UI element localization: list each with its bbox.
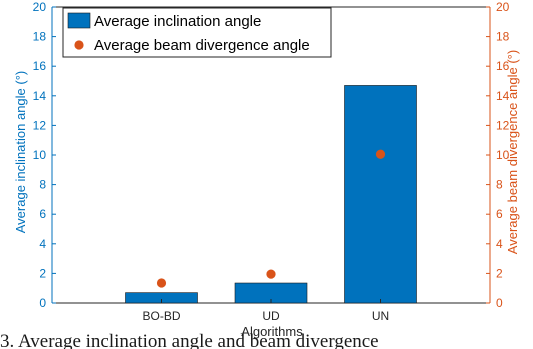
right-axis-label: Average beam divergence angle (°) (505, 50, 520, 254)
left-tick-label: 0 (39, 296, 46, 310)
right-tick-label: 20 (496, 0, 510, 14)
right-tick-label: 4 (496, 237, 503, 251)
right-tick-label: 14 (496, 89, 510, 103)
legend-bar-swatch (67, 12, 91, 29)
left-tick-label: 4 (39, 237, 46, 251)
figure-caption-fragment: 3. Average inclination angle and beam di… (0, 331, 379, 349)
left-axis-ticks: 0 2 4 6 8 10 12 14 16 18 20 (33, 0, 56, 310)
right-tick-label: 8 (496, 178, 503, 192)
left-axis-label: Average inclination angle (°) (13, 71, 28, 234)
left-tick-label: 14 (33, 89, 47, 103)
x-axis-label: Algorithms (241, 324, 303, 339)
x-tick-label: BO-BD (142, 309, 180, 323)
left-tick-label: 16 (33, 59, 47, 73)
left-tick-label: 18 (33, 30, 47, 44)
marker-series (156, 149, 386, 288)
x-tick-label: UN (372, 309, 389, 323)
legend-marker-swatch (74, 40, 84, 50)
bar-series (125, 85, 417, 304)
x-axis-ticks: BO-BD UD UN (142, 299, 389, 323)
right-tick-label: 6 (496, 207, 503, 221)
left-tick-label: 8 (39, 178, 46, 192)
legend-label-inclination: Average inclination angle (94, 13, 261, 30)
point-bo-bd (156, 278, 167, 288)
left-tick-label: 2 (39, 266, 46, 280)
bar-un (344, 85, 417, 304)
legend: Average inclination angle Average beam d… (62, 7, 332, 58)
right-tick-label: 16 (496, 59, 510, 73)
legend-label-divergence: Average beam divergence angle (94, 37, 310, 54)
right-tick-label: 18 (496, 30, 510, 44)
legend-box (62, 7, 332, 58)
left-tick-label: 6 (39, 207, 46, 221)
right-axis-ticks: 0 2 4 6 8 10 12 14 16 18 20 (486, 0, 510, 310)
right-tick-label: 0 (496, 296, 503, 310)
x-tick-label: UD (262, 309, 280, 323)
left-tick-label: 10 (33, 148, 47, 162)
right-tick-label: 12 (496, 118, 510, 132)
point-un (375, 149, 386, 159)
left-tick-label: 20 (33, 0, 47, 14)
right-tick-label: 10 (496, 148, 510, 162)
point-ud (266, 269, 276, 279)
left-tick-label: 12 (33, 118, 47, 132)
right-tick-label: 2 (496, 266, 503, 280)
